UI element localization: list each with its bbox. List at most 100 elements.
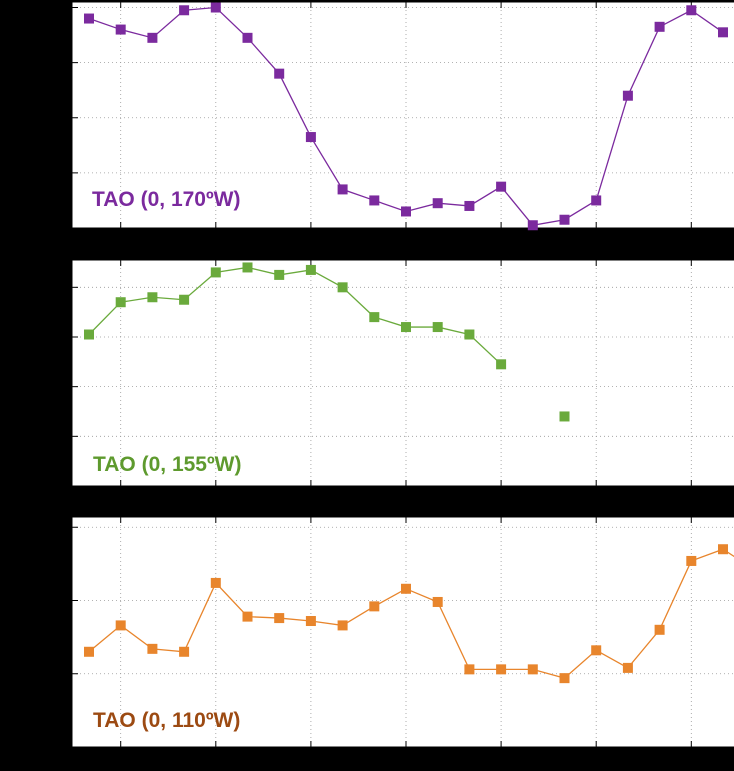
chart-panel-3: 0 50 100 150 O J A J O J A ΔpCO₂ (µatm) TAO (0, 110º… xyxy=(25,516,734,765)
data-point xyxy=(401,206,411,217)
x-tick-label: A xyxy=(687,231,696,246)
data-point xyxy=(337,184,348,195)
y-tick-label: 0 xyxy=(60,740,67,755)
y-tick-label: 100 xyxy=(45,593,67,608)
x-tick-label: J xyxy=(593,231,600,246)
y-tick-label: 40 xyxy=(53,110,67,125)
series-line xyxy=(88,266,502,365)
data-point xyxy=(210,2,221,13)
x-tick-label: J xyxy=(403,750,410,765)
x-tick-label: A xyxy=(687,489,696,504)
data-point xyxy=(686,555,697,566)
y-tick-label: 0 xyxy=(60,479,67,494)
data-point xyxy=(369,601,380,612)
data-point xyxy=(686,5,697,16)
x-tick-label: A xyxy=(307,231,316,246)
data-point xyxy=(210,267,221,278)
panel-title: TAO (0, 155ºW) xyxy=(93,453,241,476)
y-tick-label: 50 xyxy=(53,666,67,681)
data-point xyxy=(559,673,570,684)
chart-panel-2: 0 20 40 60 80 O J A J O J A ΔpCO₂ (µatm) TAO (0, 155º… xyxy=(25,259,734,504)
data-point xyxy=(274,613,285,624)
data-point xyxy=(179,294,190,305)
series-line xyxy=(88,548,734,679)
data-point xyxy=(305,616,316,627)
data-point xyxy=(210,577,221,588)
data-point xyxy=(527,220,538,231)
data-point xyxy=(115,24,126,35)
data-point xyxy=(622,662,633,673)
data-point xyxy=(274,68,285,79)
data-point xyxy=(179,5,190,16)
x-tick-label: O xyxy=(116,489,126,504)
data-point xyxy=(305,132,316,143)
x-tick-label: A xyxy=(307,750,316,765)
data-point xyxy=(718,544,728,555)
y-tick-label: 150 xyxy=(45,520,67,535)
data-point xyxy=(432,596,443,607)
data-point xyxy=(401,322,411,333)
data-point xyxy=(496,181,507,192)
plot-area xyxy=(71,516,734,748)
x-tick-label: A xyxy=(687,750,696,765)
data-point xyxy=(369,312,380,323)
data-point xyxy=(242,32,253,43)
x-tick-label: O xyxy=(116,231,126,246)
data-point xyxy=(147,643,158,654)
data-point xyxy=(496,664,507,675)
x-tick-label: O xyxy=(496,231,506,246)
chart-panel-1: 0 20 40 60 80 O J A J O J A ΔpCO₂ (µatm) TAO (0, 170º… xyxy=(25,0,734,246)
data-point xyxy=(464,329,475,340)
data-point xyxy=(401,583,411,594)
y-tick-label: 20 xyxy=(53,165,67,180)
data-point xyxy=(369,195,380,206)
y-axis-label: ΔpCO₂ (µatm) xyxy=(25,68,42,163)
x-tick-label: J xyxy=(213,750,220,765)
data-point xyxy=(274,269,285,280)
x-tick-label: J xyxy=(213,489,220,504)
x-tick-label: O xyxy=(496,489,506,504)
y-tick-label: 60 xyxy=(53,55,67,70)
data-point xyxy=(242,262,253,273)
data-point xyxy=(432,322,443,333)
data-point xyxy=(654,21,665,32)
data-point xyxy=(84,329,94,340)
x-tick-label: J xyxy=(593,750,600,765)
x-tick-label: J xyxy=(403,231,410,246)
data-point xyxy=(337,282,348,293)
data-point xyxy=(591,195,602,206)
y-tick-label: 40 xyxy=(53,379,67,394)
data-point xyxy=(242,611,253,622)
data-point xyxy=(115,620,126,631)
data-point xyxy=(654,624,665,635)
data-point xyxy=(432,198,443,209)
x-tick-label: J xyxy=(403,489,410,504)
plot-area xyxy=(71,1,734,229)
data-point xyxy=(464,664,475,675)
x-tick-label: O xyxy=(496,750,506,765)
y-tick-label: 80 xyxy=(53,280,67,295)
data-point xyxy=(622,90,633,101)
data-point xyxy=(305,264,316,275)
data-point xyxy=(147,32,158,43)
data-point xyxy=(496,359,507,370)
panel-title: TAO (0, 110ºW) xyxy=(93,709,240,732)
y-tick-label: 0 xyxy=(60,221,67,236)
data-point xyxy=(464,200,475,211)
data-point xyxy=(84,646,94,657)
panel-title: TAO (0, 170ºW) xyxy=(92,188,240,211)
y-tick-label: 20 xyxy=(53,429,67,444)
data-point xyxy=(115,297,126,308)
data-point xyxy=(559,214,570,225)
data-point xyxy=(527,664,538,675)
data-point xyxy=(337,620,348,631)
data-point xyxy=(591,645,602,656)
x-tick-label: J xyxy=(593,489,600,504)
data-point xyxy=(559,411,570,422)
data-point xyxy=(179,646,190,657)
x-tick-label: J xyxy=(213,231,220,246)
y-tick-label: 80 xyxy=(53,0,67,15)
y-axis-label: ΔpCO₂ (µatm) xyxy=(25,585,42,680)
y-axis-label: ΔpCO₂ (µatm) xyxy=(25,326,42,421)
x-tick-label: A xyxy=(307,489,316,504)
